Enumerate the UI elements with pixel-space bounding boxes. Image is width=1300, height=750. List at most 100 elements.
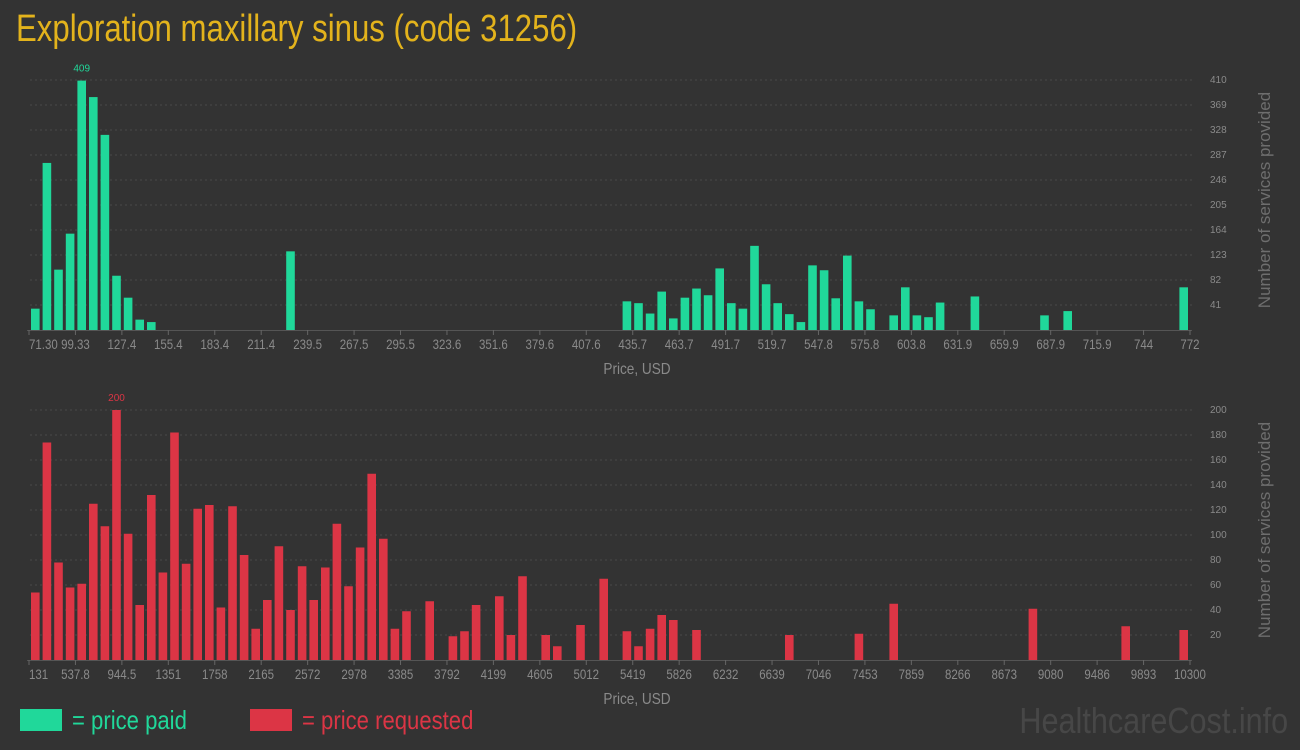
x-tick-label: 659.9 — [990, 336, 1019, 352]
bar-requested — [123, 533, 133, 660]
bar-requested — [54, 562, 63, 660]
x-tick-label: 99.33 — [61, 336, 90, 352]
x-tick-label: 211.4 — [247, 336, 275, 352]
bar-requested — [854, 633, 864, 660]
x-tick-label: 323.6 — [433, 336, 462, 352]
x-tick-label: 6639 — [759, 666, 785, 682]
bar-paid — [692, 288, 701, 330]
bar-paid — [854, 301, 864, 330]
x-tick-label: 351.6 — [479, 336, 508, 352]
bar-paid — [773, 303, 782, 330]
bar-requested — [274, 546, 284, 660]
bar-paid — [761, 284, 771, 330]
bar-paid — [286, 251, 295, 330]
bar-requested — [297, 566, 307, 660]
bar-requested — [495, 596, 504, 660]
y-tick-label: 140 — [1210, 480, 1227, 491]
y-axis-title: Number of services provided — [1255, 422, 1274, 638]
bar-requested — [460, 631, 469, 660]
x-tick-label: 10300 — [1174, 666, 1206, 682]
bar-paid — [924, 317, 933, 330]
bar-requested — [448, 636, 458, 660]
bar-requested — [541, 635, 550, 660]
x-tick-label: 2978 — [341, 666, 367, 682]
bar-requested — [158, 572, 168, 660]
bar-requested — [216, 607, 226, 660]
max-value-label: 200 — [108, 393, 125, 404]
bar-requested — [1179, 630, 1188, 660]
x-axis-title: Price, USD — [603, 691, 670, 708]
bar-requested — [42, 442, 52, 660]
x-tick-label: 631.9 — [943, 336, 972, 352]
bar-paid — [622, 301, 632, 330]
bar-requested — [599, 578, 608, 660]
x-tick-label: 4199 — [481, 666, 507, 682]
bar-requested — [112, 410, 121, 660]
bar-paid — [634, 303, 643, 330]
y-tick-label: 100 — [1210, 530, 1227, 541]
y-tick-label: 123 — [1210, 250, 1227, 261]
legend-swatch-requested — [250, 709, 292, 731]
x-tick-label: 239.5 — [293, 336, 322, 352]
y-tick-label: 80 — [1210, 555, 1222, 566]
bar-requested — [1028, 608, 1038, 660]
bar-requested — [286, 610, 295, 660]
x-tick-label: 407.6 — [572, 336, 601, 352]
bar-paid — [935, 302, 945, 330]
bar-requested — [518, 576, 527, 660]
x-tick-label: 603.8 — [897, 336, 926, 352]
bar-paid — [889, 315, 898, 330]
x-tick-label: 519.7 — [758, 336, 787, 352]
y-tick-label: 41 — [1210, 300, 1222, 311]
x-tick-label: 944.5 — [108, 666, 137, 682]
watermark: HealthcareCost.info — [1019, 700, 1288, 741]
bar-paid — [750, 245, 759, 330]
x-axis-title: Price, USD — [603, 361, 670, 378]
x-tick-label: 8673 — [991, 666, 1017, 682]
x-tick-label: 463.7 — [665, 336, 694, 352]
y-tick-label: 200 — [1210, 405, 1227, 416]
bar-requested — [471, 605, 481, 660]
x-tick-label: 7859 — [899, 666, 925, 682]
bar-requested — [355, 547, 365, 660]
x-tick-label: 6232 — [713, 666, 739, 682]
bar-requested — [205, 505, 214, 660]
bar-paid — [843, 255, 852, 330]
bar-paid — [727, 303, 736, 330]
x-tick-label: 687.9 — [1036, 336, 1065, 352]
bar-requested — [425, 601, 434, 660]
x-tick-label: 547.8 — [804, 336, 833, 352]
x-tick-label: 8266 — [945, 666, 971, 682]
page-title: Exploration maxillary sinus (code 31256) — [16, 8, 578, 50]
bar-requested — [100, 526, 110, 660]
bar-requested — [228, 506, 237, 660]
x-tick-label: 435.7 — [618, 336, 647, 352]
bar-paid — [54, 269, 63, 330]
x-tick-label: 127.4 — [108, 336, 137, 352]
bar-paid — [147, 322, 156, 330]
x-tick-label: 71.30 — [29, 336, 58, 352]
bar-requested — [251, 628, 260, 660]
bar-requested — [321, 567, 330, 660]
bar-requested — [344, 586, 353, 660]
y-tick-label: 287 — [1210, 150, 1227, 161]
x-tick-label: 715.9 — [1083, 336, 1112, 352]
x-tick-label: 2165 — [248, 666, 274, 682]
x-tick-label: 155.4 — [154, 336, 183, 352]
bar-paid — [808, 265, 817, 330]
legend-swatch-paid — [20, 709, 62, 731]
bar-requested — [239, 555, 249, 660]
bar-requested — [367, 473, 376, 660]
legend-label-requested: = price requested — [302, 704, 474, 735]
bar-requested — [379, 538, 388, 660]
y-axis-title: Number of services provided — [1255, 92, 1274, 308]
bar-paid — [796, 322, 806, 330]
bar-requested — [785, 635, 794, 660]
x-tick-label: 3792 — [434, 666, 460, 682]
y-tick-label: 120 — [1210, 505, 1227, 516]
bar-paid — [645, 313, 655, 330]
bar-paid — [703, 295, 713, 330]
bar-paid — [77, 80, 86, 330]
bar-paid — [65, 233, 75, 330]
